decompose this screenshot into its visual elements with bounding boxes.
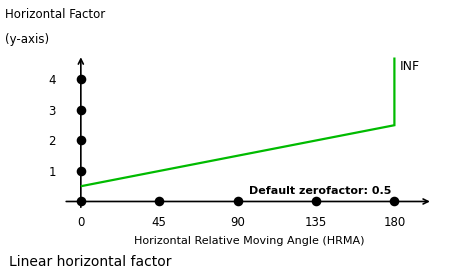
Point bbox=[77, 199, 84, 204]
X-axis label: Horizontal Relative Moving Angle (HRMA): Horizontal Relative Moving Angle (HRMA) bbox=[134, 236, 364, 246]
Text: (y-axis): (y-axis) bbox=[5, 33, 49, 46]
Point bbox=[312, 199, 319, 204]
Text: INF: INF bbox=[400, 60, 420, 73]
Text: Linear horizontal factor: Linear horizontal factor bbox=[9, 255, 171, 269]
Point bbox=[234, 199, 241, 204]
Point bbox=[77, 169, 84, 173]
Text: Default zerofactor: 0.5: Default zerofactor: 0.5 bbox=[248, 186, 391, 196]
Text: Horizontal Factor: Horizontal Factor bbox=[5, 8, 105, 21]
Point bbox=[77, 138, 84, 143]
Point bbox=[77, 77, 84, 82]
Point bbox=[77, 108, 84, 112]
Point bbox=[155, 199, 163, 204]
Point bbox=[391, 199, 398, 204]
